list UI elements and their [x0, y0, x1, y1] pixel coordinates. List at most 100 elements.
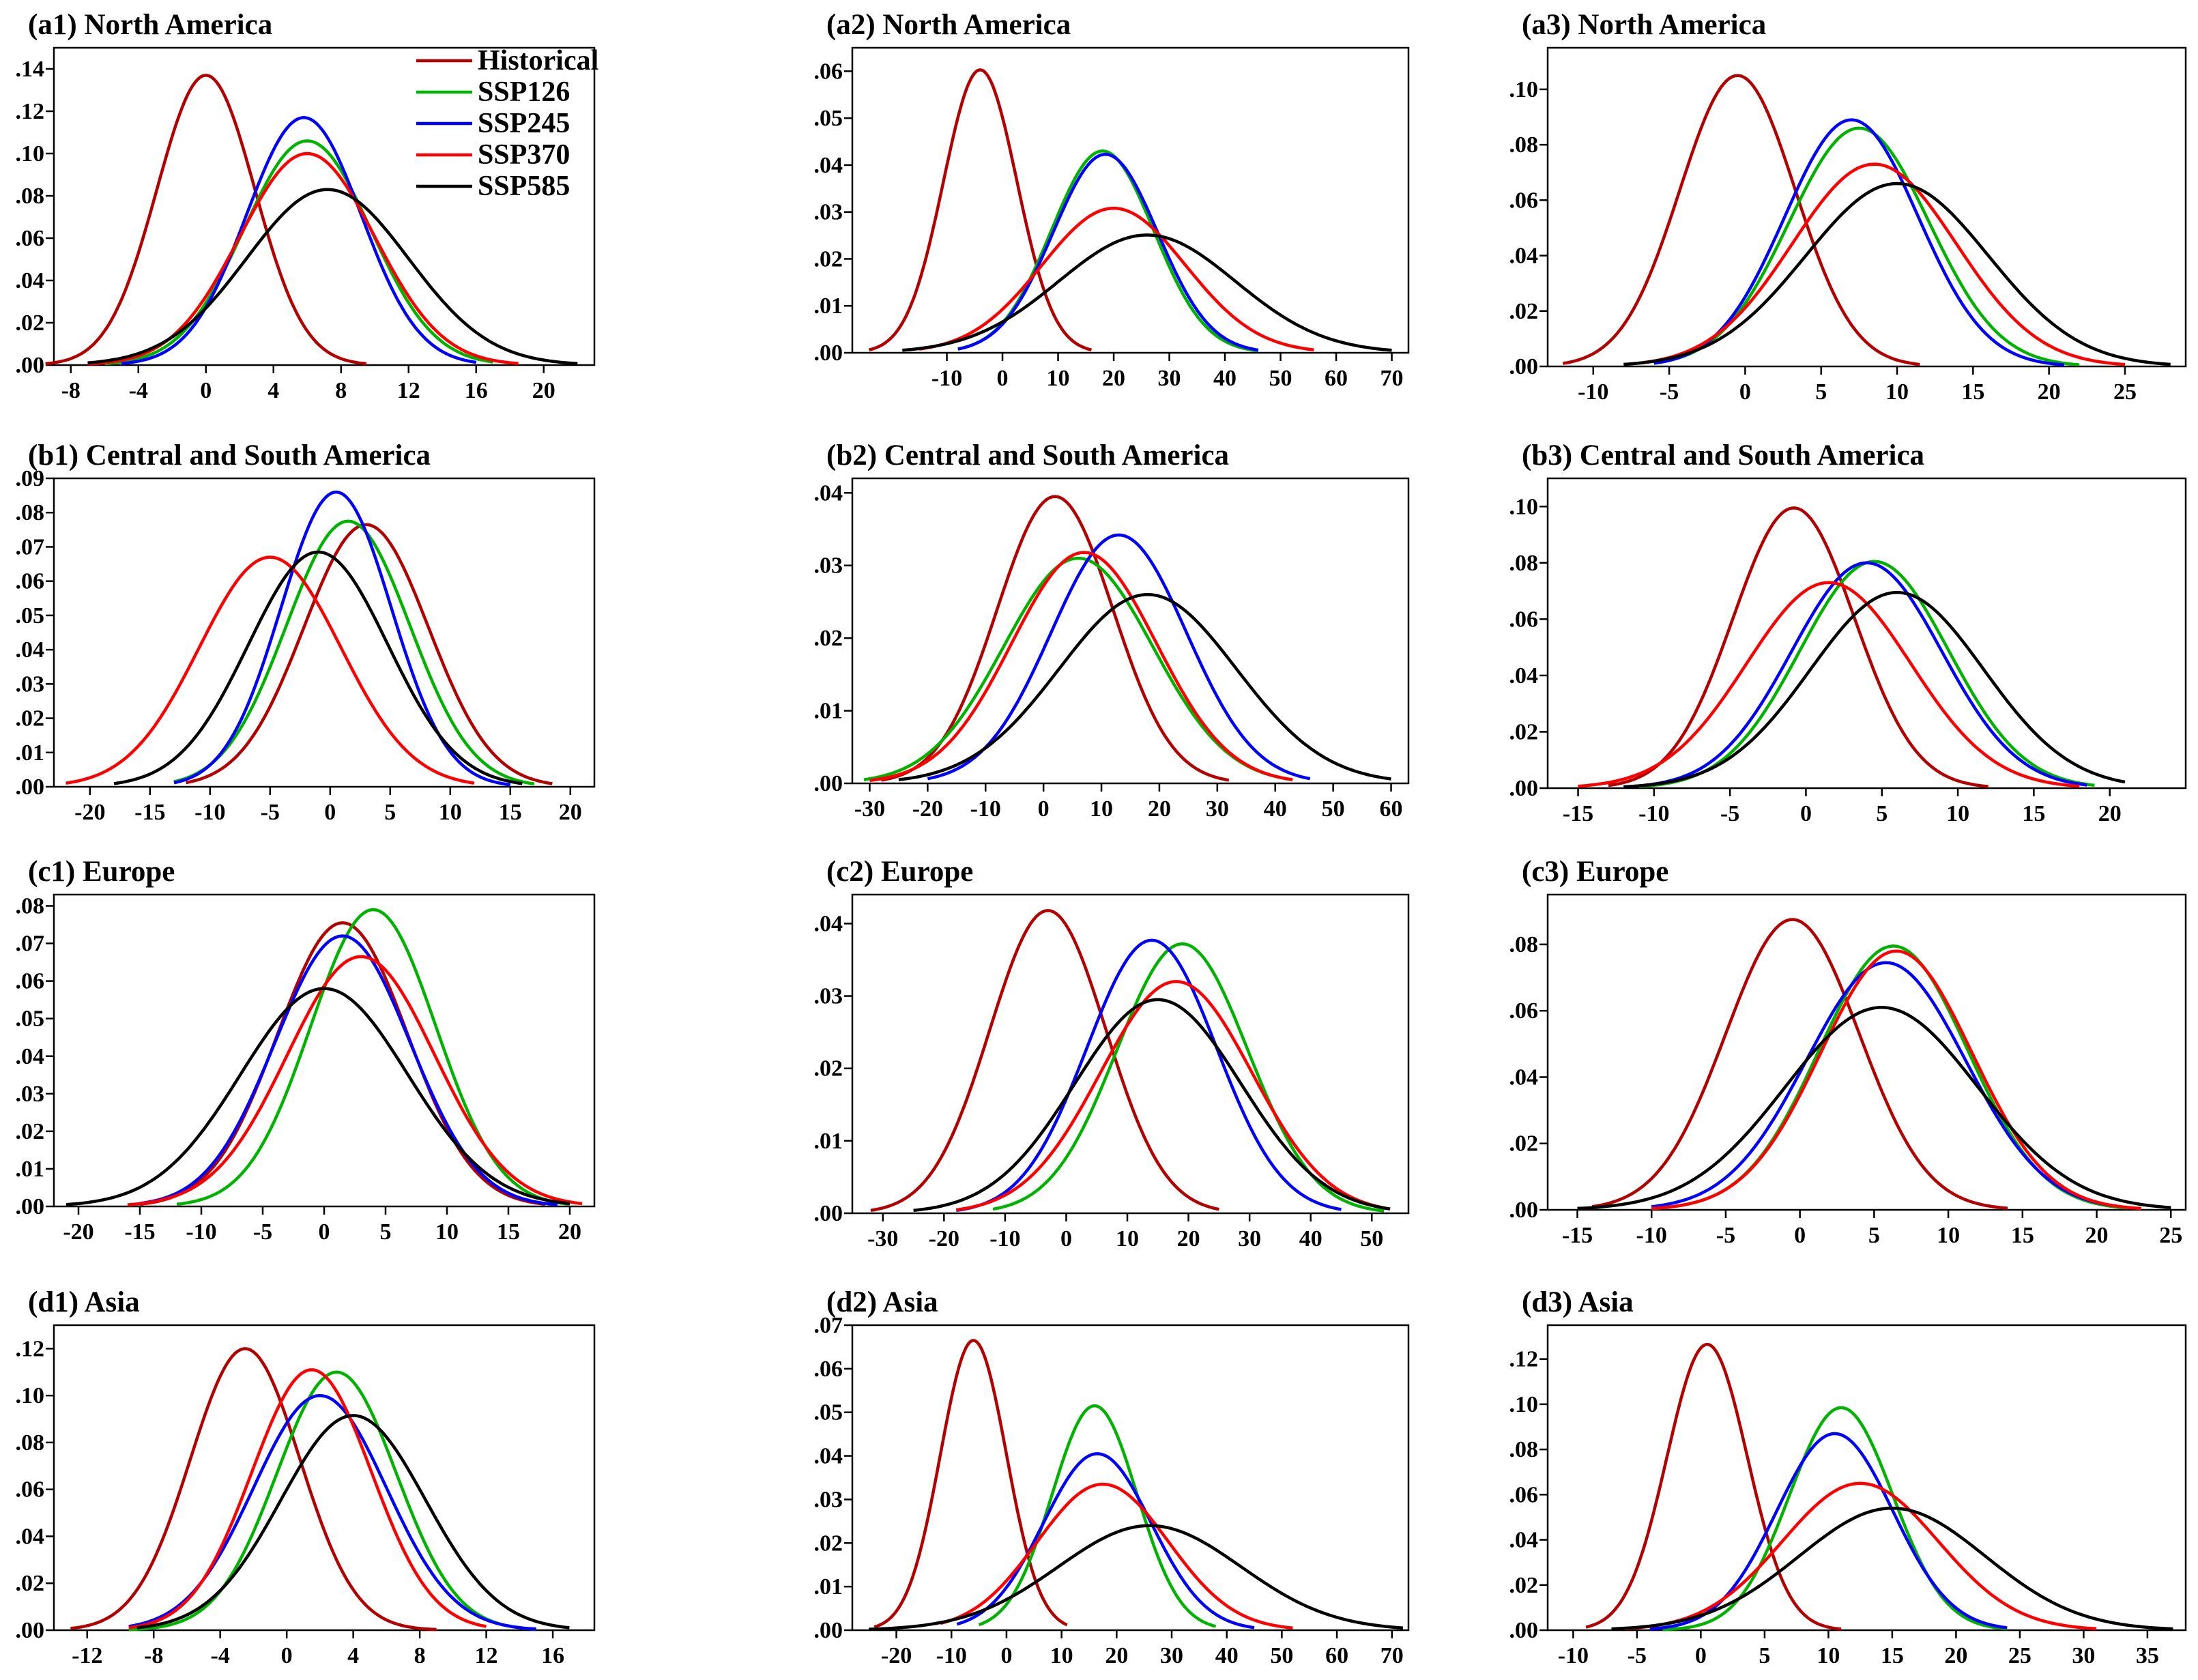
- x-tick-label: 50: [1322, 796, 1345, 822]
- x-tick-label: -4: [129, 378, 148, 403]
- panel-c2: (c2) Europe -30 -20 -10 0 10 20 30 40 50 .00 .01 .02…: [814, 856, 1410, 1251]
- y-tick-label: .05: [16, 1006, 45, 1032]
- y-tick-label: .00: [16, 1618, 45, 1643]
- series-line-ssp245: [173, 490, 511, 787]
- y-tick-label: .10: [1509, 1392, 1539, 1417]
- series-line-ssp245: [927, 533, 1311, 781]
- series-line-historical: [873, 1339, 1068, 1629]
- plot-frame: [851, 893, 1410, 1215]
- y-tick-label: .12: [1509, 1347, 1539, 1372]
- legend-label-ssp370: SSP370: [478, 139, 570, 171]
- y-tick-label: .07: [814, 1313, 843, 1338]
- x-tick-label: 15: [1881, 1643, 1904, 1668]
- plot-frame: [1546, 1324, 2187, 1632]
- y-tick-label: .07: [16, 534, 45, 560]
- plot-frame: [851, 1324, 1410, 1632]
- x-tick-label: 20: [1105, 1643, 1128, 1668]
- y-tick-label: .12: [16, 1336, 45, 1361]
- panel-title: (d2) Asia: [826, 1286, 938, 1318]
- plot-frame: [53, 1324, 596, 1632]
- series-line-ssp245: [128, 1393, 536, 1631]
- x-tick-label: 30: [1160, 1643, 1183, 1668]
- x-tick-label: 4: [347, 1643, 359, 1668]
- y-tick-label: .03: [814, 1487, 843, 1512]
- series-line-ssp245: [121, 116, 477, 365]
- x-tick-label: 5: [1815, 379, 1827, 405]
- series-line-ssp585: [113, 550, 523, 785]
- x-tick-label: 10: [1946, 801, 1969, 826]
- x-tick-label: -5: [261, 800, 280, 825]
- x-tick-label: -12: [72, 1643, 102, 1668]
- panel-d3: (d3) Asia -10 -5 0 5 10 15 20 25 30 35 .00 .02 .04 .06…: [1509, 1286, 2187, 1668]
- x-tick-label: 10: [1050, 1643, 1073, 1668]
- y-tick-label: .05: [16, 603, 45, 628]
- x-tick-label: 20: [558, 1219, 581, 1245]
- series-line-ssp585: [902, 233, 1392, 352]
- series-line-ssp585: [87, 188, 578, 366]
- series-line-ssp585: [869, 1524, 1404, 1631]
- y-tick-label: .06: [1509, 998, 1539, 1024]
- legend-label-ssp585: SSP585: [478, 171, 570, 202]
- y-tick-label: .02: [1509, 299, 1539, 324]
- x-tick-label: 10: [1937, 1223, 1960, 1248]
- y-tick-label: .08: [1509, 932, 1539, 957]
- x-tick-label: 60: [1380, 796, 1403, 822]
- panel-a3: (a3) North America -10 -5 0 5 10 15 20 25 .00 .02.…: [1509, 9, 2187, 405]
- panel-d1: (d1) Asia -12 -8 -4 0 4 8 12 16 .00 .02 .04 .06 .08 .1…: [16, 1286, 596, 1668]
- y-tick-label: .05: [814, 106, 843, 131]
- y-tick-label: .10: [16, 1383, 45, 1408]
- x-tick-label: 16: [541, 1643, 564, 1668]
- y-tick-label: .04: [1509, 663, 1539, 689]
- x-tick-label: 0: [324, 800, 336, 825]
- x-tick-label: 5: [380, 1219, 392, 1245]
- y-tick-label: .06: [16, 969, 45, 994]
- x-tick-label: -10: [931, 366, 962, 391]
- x-tick-label: 5: [384, 800, 396, 825]
- y-tick-label: .04: [16, 1044, 45, 1069]
- series-line-ssp245: [956, 1452, 1255, 1630]
- x-tick-label: 30: [1238, 1226, 1261, 1251]
- series-line-historical: [1608, 506, 1989, 788]
- x-tick-label: 15: [497, 1219, 520, 1245]
- x-tick-label: 30: [1158, 366, 1181, 391]
- x-tick-label: 20: [532, 378, 555, 403]
- series-line-historical: [868, 68, 1093, 351]
- x-tick-label: -15: [1563, 801, 1593, 826]
- y-tick-label: .02: [1509, 1573, 1539, 1598]
- series-line-historical: [186, 523, 553, 785]
- y-tick-label: .06: [1509, 1482, 1539, 1507]
- series-line-ssp370: [955, 980, 1391, 1212]
- x-tick-label: 12: [475, 1643, 498, 1668]
- series-line-ssp245: [1651, 961, 2112, 1208]
- series-line-ssp245: [139, 934, 558, 1206]
- x-tick-label: 0: [1060, 1226, 1072, 1251]
- y-tick-label: .00: [814, 341, 843, 366]
- x-tick-label: 20: [1944, 1643, 1967, 1668]
- series-line-ssp126: [978, 1404, 1217, 1628]
- panel-a1: (a1) North America -8 -4 0 4 8 12 16 20 .00 .02 .04…: [16, 9, 596, 403]
- y-tick-label: .08: [16, 500, 45, 525]
- legend-label-ssp245: SSP245: [478, 108, 570, 139]
- x-tick-label: 5: [1868, 1223, 1880, 1248]
- series-line-ssp126: [176, 908, 570, 1206]
- y-tick-label: .04: [814, 153, 843, 178]
- x-tick-label: 10: [435, 1219, 459, 1245]
- panel-b2: (b2) Central and South America -30 -20 -10 0…: [814, 439, 1410, 822]
- x-tick-label: 25: [2113, 379, 2137, 405]
- x-tick-label: -5: [253, 1219, 272, 1245]
- y-tick-label: .08: [1509, 1437, 1539, 1462]
- x-tick-label: 10: [1116, 1226, 1139, 1251]
- x-tick-label: 25: [2008, 1643, 2031, 1668]
- x-tick-label: -8: [61, 378, 81, 403]
- x-tick-label: 50: [1360, 1226, 1383, 1251]
- panel-title: (d1) Asia: [28, 1286, 140, 1318]
- series-line-ssp126: [104, 139, 493, 366]
- series-line-ssp585: [66, 987, 570, 1206]
- series-line-ssp370: [127, 955, 583, 1206]
- x-tick-label: 15: [1961, 379, 1984, 405]
- y-tick-label: .00: [814, 1201, 843, 1226]
- series-line-ssp126: [128, 1370, 536, 1632]
- x-tick-label: -10: [1636, 1223, 1667, 1248]
- x-tick-label: 10: [439, 800, 462, 825]
